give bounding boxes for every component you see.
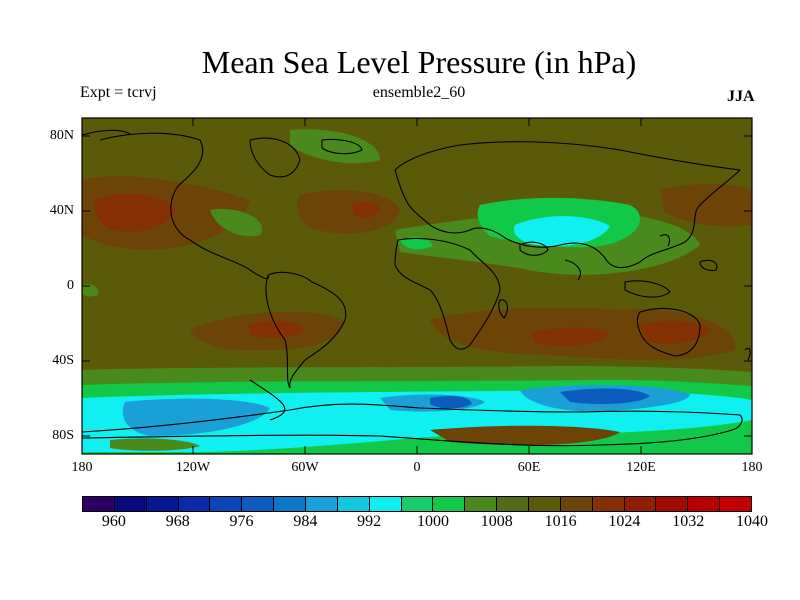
colorbar-cell [83,497,115,511]
colorbar-label: 976 [229,513,254,530]
colorbar-cell [529,497,561,511]
pressure-band-976 [430,388,650,409]
experiment-label: Expt = tcrvj [80,84,157,101]
lon-label-120w: 120W [175,460,211,475]
colorbar-label: 1008 [480,513,513,530]
colorbar-label: 968 [165,513,190,530]
ensemble-label: ensemble2_60 [372,84,466,101]
colorbar-cell [560,497,593,511]
colorbar-cell [210,497,243,511]
antarctic-high [430,425,620,446]
lat-label-40n: 40N [49,203,74,218]
chart-title: Mean Sea Level Pressure (in hPa) [201,44,637,80]
colorbar-cell [592,497,625,511]
colorbar-cell [433,497,466,511]
colorbar-label: 1000 [416,513,449,530]
colorbar-cell [178,497,211,511]
colorbar-cell [369,497,402,511]
coastlines [82,129,751,447]
antarctic-shelf [110,438,200,451]
colorbar-label: 984 [293,513,318,530]
colorbar-label: 1016 [544,513,577,530]
colorbar-cell [146,497,179,511]
season-label: JJA [727,88,755,105]
lon-label-0: 0 [413,460,421,475]
colorbar-cell [656,497,689,511]
lat-label-40s: 40S [52,353,74,368]
colorbar-cell [337,497,370,511]
colorbar-cell [242,497,275,511]
lon-label-180w: 180 [71,460,93,475]
lat-label-0: 0 [67,278,74,293]
colorbar-cell [401,497,434,511]
colorbar-cell [306,497,338,511]
colorbar-cell [497,497,530,511]
lon-label-180e: 180 [741,460,763,475]
colorbar-cell [465,497,498,511]
colorbar-cell [720,497,752,511]
colorbar [82,496,752,512]
colorbar-cell [624,497,657,511]
colorbar-label: 1040 [736,513,768,530]
lat-label-80s: 80S [52,428,74,443]
lon-label-60w: 60W [291,460,319,475]
colorbar-cell [274,497,307,511]
colorbar-cell [114,497,147,511]
colorbar-cell [688,497,721,511]
colorbar-label: 1024 [608,513,641,530]
axis-ticks [82,118,752,454]
colorbar-label: 992 [357,513,382,530]
lat-label-80n: 80N [49,128,74,143]
lon-label-120e: 120E [626,460,656,475]
colorbar-label: 960 [101,513,126,530]
high-pressure-cores [94,194,710,346]
lon-label-60e: 60E [517,460,541,475]
colorbar-label: 1032 [672,513,705,530]
